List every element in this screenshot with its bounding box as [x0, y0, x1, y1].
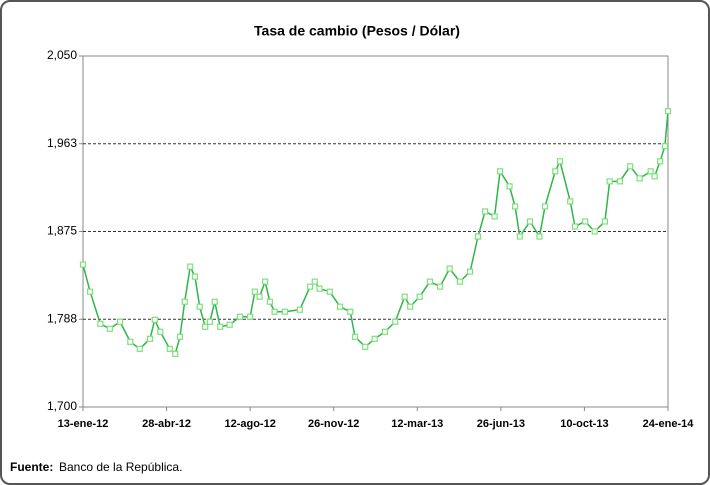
- data-marker: [79, 261, 87, 268]
- data-marker: [627, 163, 634, 170]
- data-marker: [251, 288, 258, 295]
- data-marker: [474, 233, 482, 240]
- data-marker: [191, 273, 199, 280]
- data-marker: [467, 268, 474, 275]
- data-marker: [256, 293, 263, 300]
- data-marker: [496, 168, 504, 175]
- data-marker: [206, 318, 214, 325]
- y-tick-label: 1,875: [47, 224, 77, 238]
- data-marker: [271, 308, 278, 315]
- data-marker: [172, 350, 179, 357]
- data-marker: [371, 335, 378, 342]
- data-marker: [556, 158, 564, 165]
- data-marker: [481, 208, 489, 215]
- data-marker: [437, 283, 444, 290]
- data-line: [82, 111, 669, 356]
- data-marker: [362, 343, 369, 350]
- data-marker: [616, 178, 624, 185]
- x-tick-label: 13-ene-12: [58, 418, 109, 430]
- data-marker: [511, 203, 519, 210]
- data-marker: [202, 323, 209, 330]
- data-marker: [86, 288, 94, 295]
- data-marker: [541, 203, 549, 210]
- data-marker: [262, 278, 269, 285]
- data-marker: [127, 338, 134, 345]
- data-marker: [456, 278, 463, 285]
- source: Banco de la República.: [59, 460, 182, 474]
- data-marker: [181, 298, 188, 305]
- data-marker: [651, 173, 658, 180]
- data-marker: [226, 321, 233, 328]
- data-marker: [567, 198, 574, 205]
- data-marker: [136, 345, 143, 352]
- data-marker: [407, 303, 414, 310]
- chart-title: Tasa de cambio (Pesos / Dólar): [254, 23, 460, 39]
- data-marker: [166, 345, 173, 352]
- data-marker: [591, 228, 598, 235]
- data-marker: [196, 303, 203, 310]
- data-marker: [187, 263, 194, 270]
- data-marker: [146, 335, 154, 342]
- data-marker: [582, 218, 589, 225]
- data-marker: [106, 325, 113, 332]
- x-tick-label: 26-nov-12: [308, 418, 359, 430]
- data-marker: [426, 278, 434, 285]
- x-tick-label: 26-jun-13: [477, 418, 525, 430]
- data-marker: [351, 333, 359, 340]
- data-marker: [316, 285, 323, 292]
- data-marker: [661, 143, 668, 150]
- y-tick-label: 2,050: [47, 48, 77, 62]
- data-marker: [491, 213, 498, 220]
- data-marker: [296, 306, 303, 313]
- data-marker: [657, 158, 664, 165]
- data-marker: [392, 318, 399, 325]
- data-marker: [236, 313, 243, 320]
- x-tick-label: 10-oct-13: [560, 418, 608, 430]
- data-marker: [381, 328, 389, 335]
- x-tick-label: 24-ene-14: [643, 418, 695, 430]
- data-marker: [211, 298, 218, 305]
- data-marker: [336, 303, 344, 310]
- data-marker: [266, 298, 273, 305]
- data-marker: [636, 175, 643, 182]
- data-marker: [601, 218, 609, 225]
- data-marker: [116, 318, 124, 325]
- data-marker: [326, 288, 333, 295]
- data-marker: [536, 233, 543, 240]
- data-marker: [606, 178, 613, 185]
- data-marker: [526, 218, 534, 225]
- data-marker: [571, 223, 579, 230]
- y-tick-label: 1,963: [47, 136, 77, 150]
- data-marker: [647, 168, 654, 175]
- data-marker: [157, 328, 164, 335]
- data-marker: [347, 308, 354, 315]
- x-tick-label: 12-mar-13: [391, 418, 443, 430]
- data-marker: [247, 313, 254, 320]
- x-tick-label: 12-ago-12: [224, 418, 275, 430]
- data-marker: [664, 108, 672, 115]
- data-marker: [311, 278, 318, 285]
- data-marker: [151, 316, 158, 323]
- x-tick-label: 28-abr-12: [142, 418, 191, 430]
- y-tick-label: 1,700: [47, 399, 77, 413]
- data-marker: [97, 320, 104, 327]
- data-marker: [306, 283, 314, 290]
- data-marker: [552, 168, 559, 175]
- data-marker: [516, 233, 523, 240]
- data-marker: [506, 183, 513, 190]
- data-marker: [446, 265, 453, 272]
- data-marker: [281, 308, 288, 315]
- data-marker: [176, 333, 184, 340]
- data-marker: [401, 293, 408, 300]
- source-label: Fuente:: [10, 460, 53, 474]
- data-marker: [217, 323, 224, 330]
- y-tick-label: 1,788: [47, 311, 77, 325]
- data-marker: [416, 293, 423, 300]
